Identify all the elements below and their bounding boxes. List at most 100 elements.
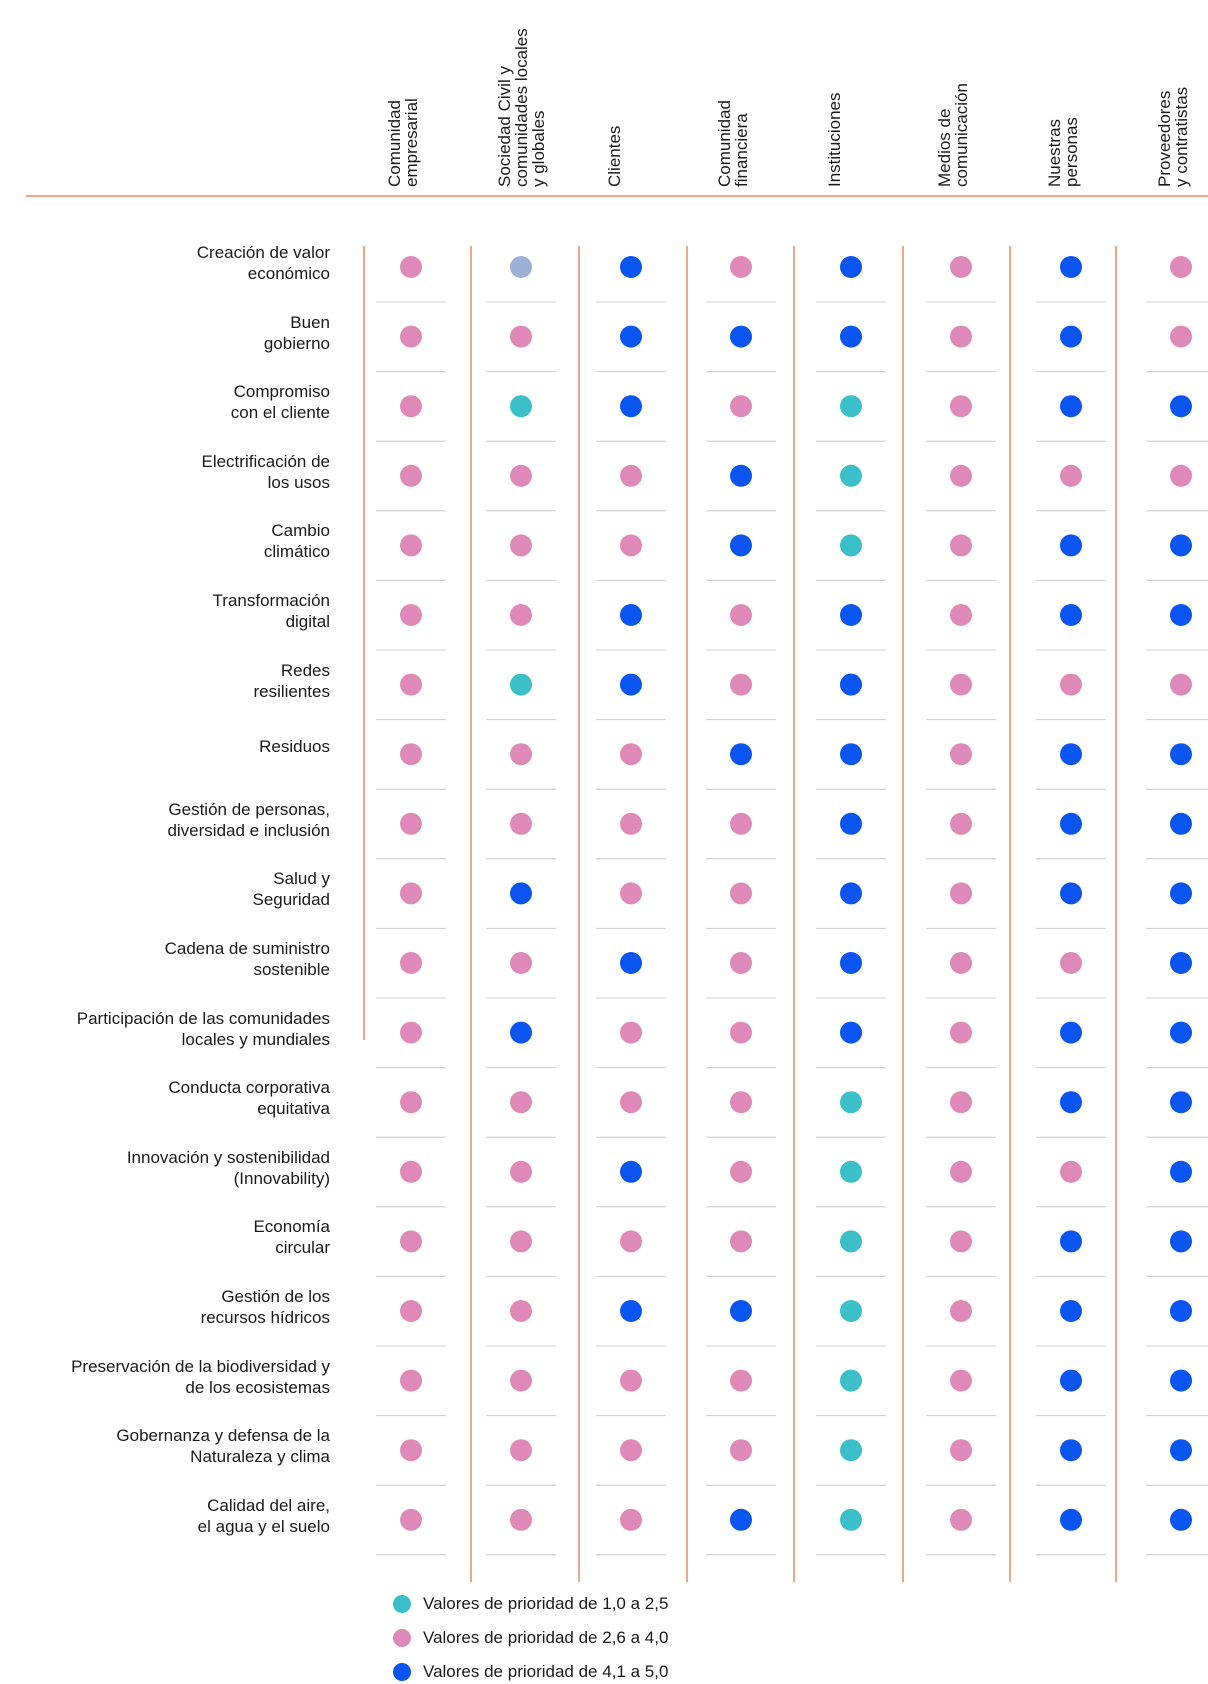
- row-label: Gestión de personas, diversidad e inclus…: [167, 799, 330, 840]
- priority-dot: [620, 604, 642, 626]
- priority-dot: [950, 952, 972, 974]
- priority-dot: [620, 1091, 642, 1114]
- priority-dot: [1170, 1439, 1192, 1462]
- column-header-label: Instituciones: [825, 92, 844, 188]
- priority-dot: [1170, 1021, 1192, 1044]
- priority-dot: [840, 1160, 862, 1183]
- priority-dot: [1060, 464, 1082, 487]
- priority-dot: [400, 395, 422, 418]
- priority-dot: [510, 256, 532, 278]
- priority-dot: [510, 743, 532, 766]
- priority-dot: [1170, 952, 1192, 974]
- row-label: Participación de las comunidades locales…: [76, 1008, 330, 1049]
- priority-dot: [1060, 882, 1082, 905]
- priority-dot: [400, 534, 422, 557]
- legend-item: Valores de prioridad de 4,1 a 5,0: [393, 1660, 668, 1684]
- priority-dot: [1170, 1160, 1192, 1183]
- priority-dot: [950, 325, 972, 348]
- priority-dot: [400, 464, 422, 487]
- priority-dot: [510, 812, 532, 835]
- priority-dot: [1060, 534, 1082, 557]
- priority-dot: [400, 256, 422, 278]
- legend-label: Valores de prioridad de 1,0 a 2,5: [423, 1594, 669, 1613]
- priority-dot: [510, 882, 532, 905]
- priority-dot: [620, 395, 642, 418]
- column-header-label: Medios de comunicación: [935, 83, 971, 187]
- priority-dot: [400, 1160, 422, 1183]
- priority-dot: [400, 812, 422, 835]
- priority-dot: [1060, 1230, 1082, 1253]
- legend-dot: [393, 1629, 411, 1647]
- row-label: Compromiso con el cliente: [230, 382, 330, 423]
- priority-dot: [840, 1230, 862, 1253]
- priority-dot: [510, 534, 532, 557]
- priority-dot: [1170, 325, 1192, 348]
- priority-dot: [1060, 1160, 1082, 1183]
- priority-dot: [400, 1300, 422, 1322]
- priority-dot: [730, 743, 752, 766]
- row-label: Salud y Seguridad: [252, 869, 330, 910]
- row-label: Creación de valor económico: [196, 243, 330, 283]
- priority-dot: [400, 1369, 422, 1392]
- row-label: Redes resilientes: [253, 660, 330, 701]
- priority-dot: [510, 952, 532, 974]
- priority-dot: [620, 673, 642, 696]
- priority-dot: [950, 673, 972, 696]
- priority-dot: [840, 952, 862, 974]
- row-label: Conducta corporativa equitativa: [168, 1078, 330, 1119]
- priority-dot: [400, 952, 422, 974]
- priority-dot: [1170, 882, 1192, 905]
- priority-dot: [620, 812, 642, 835]
- priority-dot: [950, 1091, 972, 1114]
- row-label: Calidad del aire, el agua y el suelo: [197, 1495, 330, 1536]
- priority-dot: [840, 534, 862, 557]
- priority-dot: [840, 743, 862, 766]
- column-header-label: Proveedores y contratistas: [1155, 86, 1191, 187]
- priority-dot: [1170, 1508, 1192, 1531]
- priority-dot: [1060, 325, 1082, 348]
- priority-dot: [840, 812, 862, 835]
- priority-dot: [840, 325, 862, 348]
- priority-dot: [730, 1369, 752, 1392]
- priority-dot: [730, 604, 752, 626]
- column-header-label: Nuestras personas: [1045, 117, 1081, 187]
- legend-item: Valores de prioridad de 1,0 a 2,5: [393, 1592, 668, 1616]
- priority-dot: [730, 1439, 752, 1462]
- priority-dot: [1060, 812, 1082, 835]
- priority-dot: [950, 464, 972, 487]
- priority-dot: [950, 256, 972, 278]
- priority-dot: [510, 1230, 532, 1253]
- row-label: Economía circular: [253, 1217, 330, 1258]
- row-label: Gobernanza y defensa de la Naturaleza y …: [116, 1426, 330, 1467]
- priority-dot: [950, 1300, 972, 1322]
- row-label: Cadena de suministro sostenible: [164, 939, 330, 979]
- priority-dot: [950, 1508, 972, 1531]
- priority-dot: [1060, 1091, 1082, 1114]
- priority-dot: [510, 1369, 532, 1392]
- priority-dot: [730, 534, 752, 557]
- priority-dot: [620, 1160, 642, 1183]
- priority-dot: [1170, 1300, 1192, 1322]
- priority-dot: [730, 673, 752, 696]
- priority-dot: [1170, 743, 1192, 766]
- priority-dot: [400, 1439, 422, 1462]
- priority-dot: [400, 1021, 422, 1044]
- priority-dot: [1170, 256, 1192, 278]
- priority-dot: [840, 464, 862, 487]
- row-label: Transformación digital: [212, 591, 330, 631]
- priority-dot: [400, 1508, 422, 1531]
- priority-dot: [730, 1300, 752, 1322]
- priority-dot: [840, 1021, 862, 1044]
- priority-dot: [620, 1230, 642, 1253]
- priority-dot: [950, 604, 972, 626]
- priority-dot: [510, 325, 532, 348]
- priority-dot: [840, 1091, 862, 1114]
- row-label: Gestión de los recursos hídricos: [200, 1287, 330, 1327]
- priority-dot: [840, 1300, 862, 1322]
- column-header-label: Clientes: [605, 125, 624, 187]
- legend-dot: [393, 1663, 411, 1681]
- priority-dot: [620, 743, 642, 766]
- priority-dot: [730, 1091, 752, 1114]
- priority-dot: [510, 1160, 532, 1183]
